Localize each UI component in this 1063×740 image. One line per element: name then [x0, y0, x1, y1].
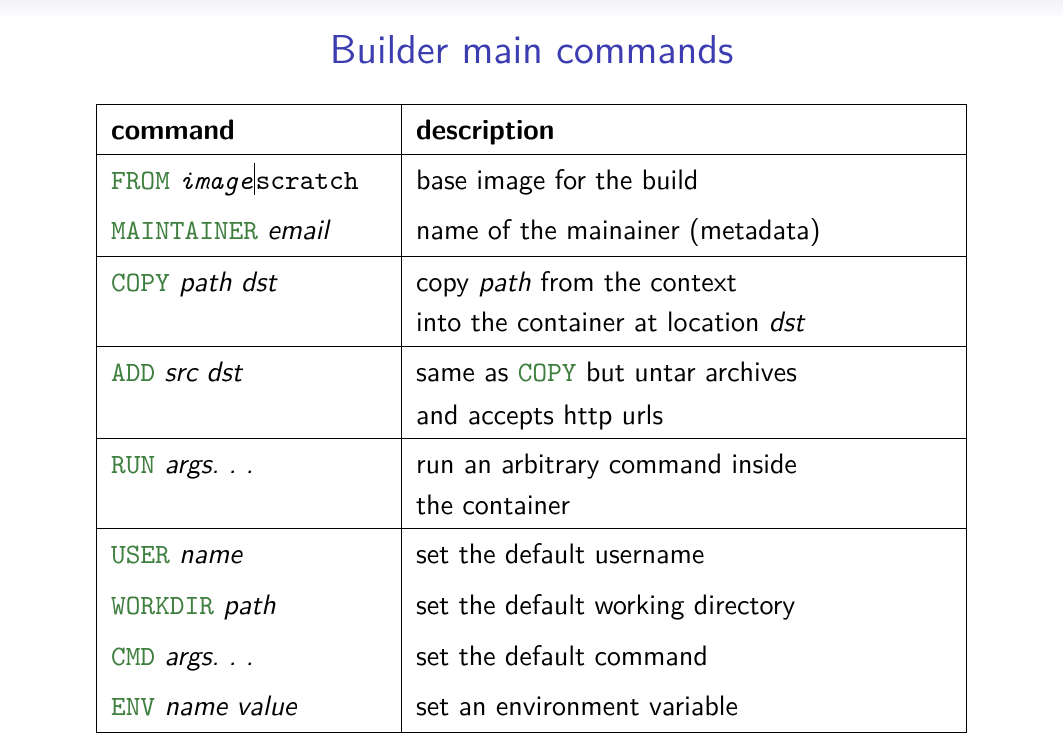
- cell-command: ADD src dst: [97, 346, 402, 438]
- commands-table: command description FROM imagescratchbas…: [96, 104, 967, 733]
- command-keyword: ADD: [111, 353, 155, 390]
- cell-description: same as COPY but untar archivesand accep…: [402, 346, 967, 438]
- table-row: ENV name valueset an environment variabl…: [97, 681, 967, 732]
- cell-command: MAINTAINER email: [97, 205, 402, 256]
- cell-description: set the default command: [402, 631, 967, 682]
- table-row: CMD args. . .set the default command: [97, 631, 967, 682]
- header-command: command: [97, 105, 402, 155]
- cell-command: COPY path dst: [97, 256, 402, 346]
- command-args: imagescratch: [179, 157, 358, 198]
- table-row: FROM imagescratchbase image for the buil…: [97, 154, 967, 205]
- command-keyword: COPY: [111, 263, 170, 300]
- command-keyword: ENV: [111, 687, 155, 724]
- command-args: path dst: [179, 259, 276, 300]
- command-args: args. . .: [164, 441, 253, 482]
- cell-command: FROM imagescratch: [97, 154, 402, 205]
- header-description: description: [402, 105, 967, 155]
- command-keyword: MAINTAINER: [111, 211, 258, 248]
- cell-description: base image for the build: [402, 154, 967, 205]
- table-header-row: command description: [97, 105, 967, 155]
- command-keyword: FROM: [111, 161, 170, 198]
- table-row: COPY path dstcopy path from the contexti…: [97, 256, 967, 346]
- command-args: args. . .: [164, 633, 253, 674]
- cell-command: RUN args. . .: [97, 439, 402, 529]
- slide: { "title": { "text": "Builder main comma…: [0, 0, 1063, 740]
- table-row: USER nameset the default username: [97, 529, 967, 580]
- cell-description: set the default username: [402, 529, 967, 580]
- table-row: RUN args. . .run an arbitrary command in…: [97, 439, 967, 529]
- cell-command: ENV name value: [97, 681, 402, 732]
- command-keyword: WORKDIR: [111, 586, 214, 623]
- command-args: email: [267, 207, 329, 248]
- table-row: WORKDIR pathset the default working dire…: [97, 580, 967, 631]
- command-args: path: [223, 582, 276, 623]
- cell-description: copy path from the contextinto the conta…: [402, 256, 967, 346]
- cell-description: set an environment variable: [402, 681, 967, 732]
- cell-description: set the default working directory: [402, 580, 967, 631]
- command-keyword: USER: [111, 535, 170, 572]
- command-args: name value: [164, 683, 296, 724]
- cell-description: run an arbitrary command insidethe conta…: [402, 439, 967, 529]
- table-body: FROM imagescratchbase image for the buil…: [97, 154, 967, 732]
- command-keyword: RUN: [111, 445, 155, 482]
- slide-title: Builder main commands: [0, 0, 1063, 76]
- cell-description: name of the mainainer (metadata): [402, 205, 967, 256]
- command-args: src dst: [164, 349, 241, 390]
- table-row: ADD src dstsame as COPY but untar archiv…: [97, 346, 967, 438]
- command-keyword: CMD: [111, 637, 155, 674]
- cell-command: CMD args. . .: [97, 631, 402, 682]
- cell-command: USER name: [97, 529, 402, 580]
- command-args: name: [179, 531, 242, 572]
- cell-command: WORKDIR path: [97, 580, 402, 631]
- table-row: MAINTAINER emailname of the mainainer (m…: [97, 205, 967, 256]
